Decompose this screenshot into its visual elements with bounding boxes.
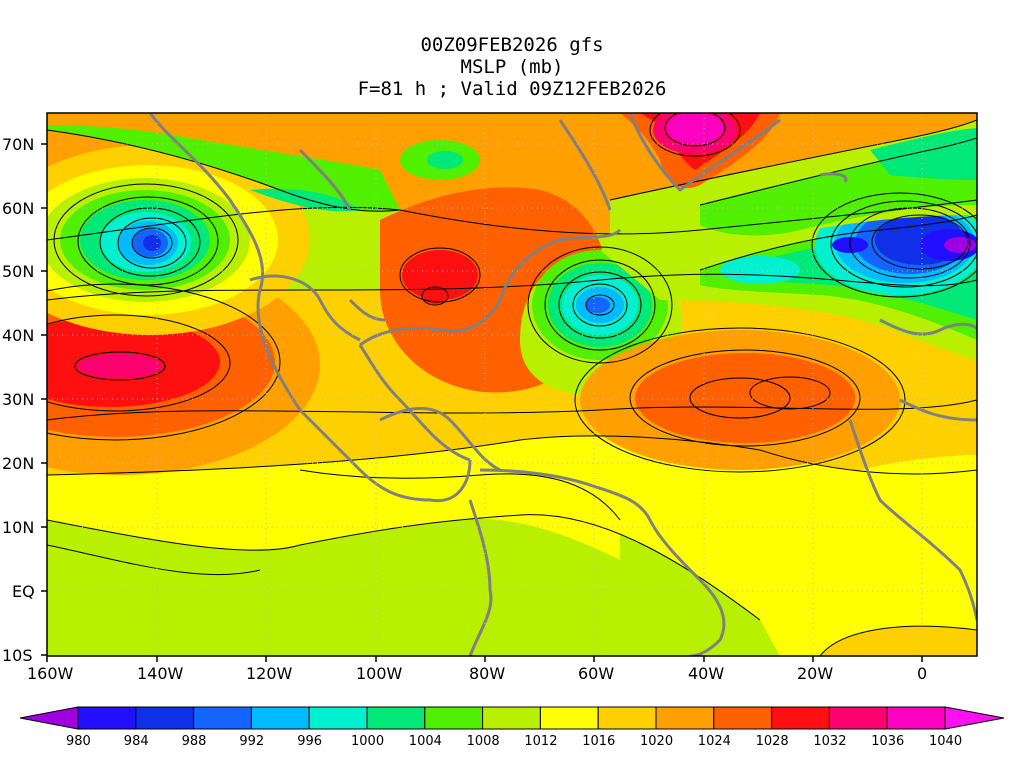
lat-label-60n: 60N	[2, 199, 35, 218]
colorbar-label: 1032	[813, 734, 847, 749]
map-title: 00Z09FEB2026 gfs MSLP (mb) F=81 h ; Vali…	[0, 34, 1024, 100]
lat-label-20n: 20N	[2, 454, 35, 473]
colorbar-label: 1020	[640, 734, 674, 749]
colorbar-arrow-low	[19, 706, 79, 730]
title-variable: MSLP (mb)	[460, 56, 564, 78]
colorbar-box	[193, 706, 252, 730]
lon-label-140w: 140W	[137, 664, 184, 683]
title-run: 00Z09FEB2026 gfs	[420, 34, 604, 56]
colorbar-label: 1036	[871, 734, 905, 749]
lat-label-eq: EQ	[12, 582, 35, 601]
colorbar-label: 996	[297, 734, 323, 749]
colorbar	[19, 706, 1005, 730]
lon-label-40w: 40W	[688, 664, 725, 683]
colorbar-box	[597, 706, 657, 730]
colorbar-arrow-high	[944, 706, 1005, 730]
colorbar-box	[366, 706, 426, 730]
colorbar-box	[655, 706, 715, 730]
lon-label-80w: 80W	[469, 664, 506, 683]
colorbar-box	[250, 706, 310, 730]
colorbar-box	[886, 706, 946, 730]
plot-frame	[41, 112, 978, 662]
lon-label-20w: 20W	[797, 664, 834, 683]
colorbar-box	[713, 706, 773, 730]
lat-label-40n: 40N	[2, 326, 35, 345]
isobars	[47, 113, 977, 656]
colorbar-label: 1004	[408, 734, 442, 749]
colorbar-label: 988	[181, 734, 207, 749]
colorbar-label: 984	[123, 734, 149, 749]
lat-label-70n: 70N	[2, 135, 35, 154]
colorbar-box	[135, 706, 195, 730]
graticule	[47, 113, 977, 656]
lon-label-160w: 160W	[27, 664, 74, 683]
colorbar-box	[424, 706, 484, 730]
lon-label-100w: 100W	[356, 664, 403, 683]
lon-label-120w: 120W	[246, 664, 293, 683]
lon-label-0: 0	[917, 664, 928, 683]
colorbar-box	[771, 706, 830, 730]
colorbar-label: 1040	[929, 734, 963, 749]
colorbar-label: 1016	[582, 734, 616, 749]
lat-label-10n: 10N	[2, 518, 35, 537]
colorbar-label: 992	[239, 734, 265, 749]
colorbar-box	[308, 706, 368, 730]
lon-label-60w: 60W	[578, 664, 615, 683]
colorbar-label: 1012	[524, 734, 558, 749]
title-valid-time: F=81 h ; Valid 09Z12FEB2026	[357, 78, 667, 100]
colorbar-label: 1000	[351, 734, 385, 749]
colorbar-box	[77, 706, 137, 730]
lat-label-50n: 50N	[2, 262, 35, 281]
lat-label-30n: 30N	[2, 390, 35, 409]
coastlines	[148, 113, 977, 656]
pressure-field	[47, 113, 977, 656]
colorbar-box	[539, 706, 599, 730]
colorbar-box	[828, 706, 888, 730]
colorbar-label: 1024	[697, 734, 731, 749]
colorbar-label: 1008	[466, 734, 500, 749]
colorbar-label: 980	[66, 734, 91, 749]
colorbar-label: 1028	[755, 734, 789, 749]
lat-label-10s: 10S	[2, 646, 33, 665]
colorbar-box	[482, 706, 541, 730]
